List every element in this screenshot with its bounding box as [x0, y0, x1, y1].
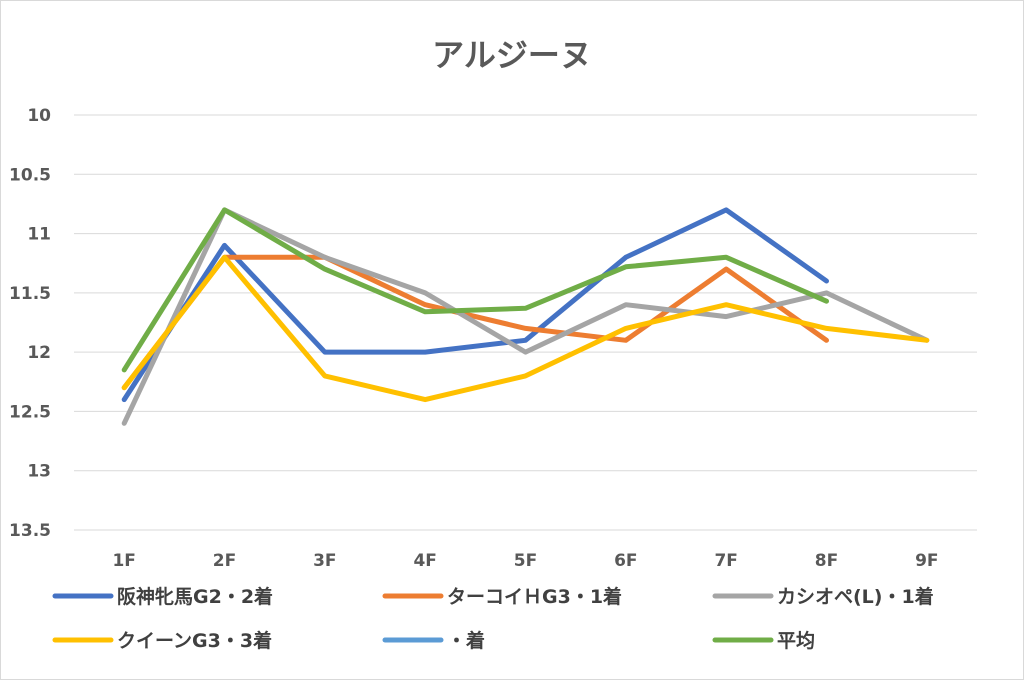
x-tick-label: 2F [213, 551, 236, 571]
y-tick-label: 12.5 [9, 402, 51, 422]
chart-title: アルジーヌ [432, 36, 592, 74]
x-tick-label: 4F [413, 551, 436, 571]
x-tick-label: 6F [614, 551, 637, 571]
legend-label: 平均 [777, 629, 815, 652]
legend-label: ターコイＨG3・1着 [447, 585, 622, 608]
y-tick-label: 12 [27, 343, 51, 363]
y-axis-ticks: 10 10.5 11 11.5 12 12.5 13 13.5 [9, 106, 51, 541]
series-lines [121, 207, 930, 426]
x-axis-ticks: 1F 2F 3F 4F 5F 6F 7F 8F 9F [112, 551, 938, 571]
series-line-3 [121, 254, 930, 403]
legend-item: クイーンG3・3着 [52, 629, 272, 652]
legend-item: ・着 [382, 629, 485, 652]
series-line-5 [121, 207, 829, 373]
legend-label: 阪神牝馬G2・2着 [117, 585, 273, 608]
x-tick-label: 5F [514, 551, 537, 571]
series-line-0 [121, 207, 829, 403]
x-tick-label: 1F [112, 551, 135, 571]
legend-label: カシオペ(L)・1着 [777, 585, 934, 608]
x-tick-label: 3F [313, 551, 336, 571]
legend-item: 平均 [712, 629, 815, 652]
y-tick-label: 11 [27, 225, 51, 245]
y-tick-label: 11.5 [9, 284, 51, 304]
x-tick-label: 9F [915, 551, 938, 571]
legend-label: クイーンG3・3着 [117, 629, 272, 652]
y-tick-label: 13 [27, 462, 51, 482]
y-tick-label: 10.5 [9, 165, 51, 185]
legend-label: ・着 [447, 629, 485, 652]
y-tick-label: 13.5 [9, 521, 51, 541]
y-tick-label: 10 [27, 106, 51, 126]
legend-item: カシオペ(L)・1着 [712, 585, 934, 608]
legend-item: 阪神牝馬G2・2着 [52, 585, 273, 608]
series-line-2 [121, 207, 930, 426]
x-tick-label: 8F [815, 551, 838, 571]
x-tick-label: 7F [714, 551, 737, 571]
series-line-1 [121, 254, 829, 391]
legend-item: ターコイＨG3・1着 [382, 585, 622, 608]
